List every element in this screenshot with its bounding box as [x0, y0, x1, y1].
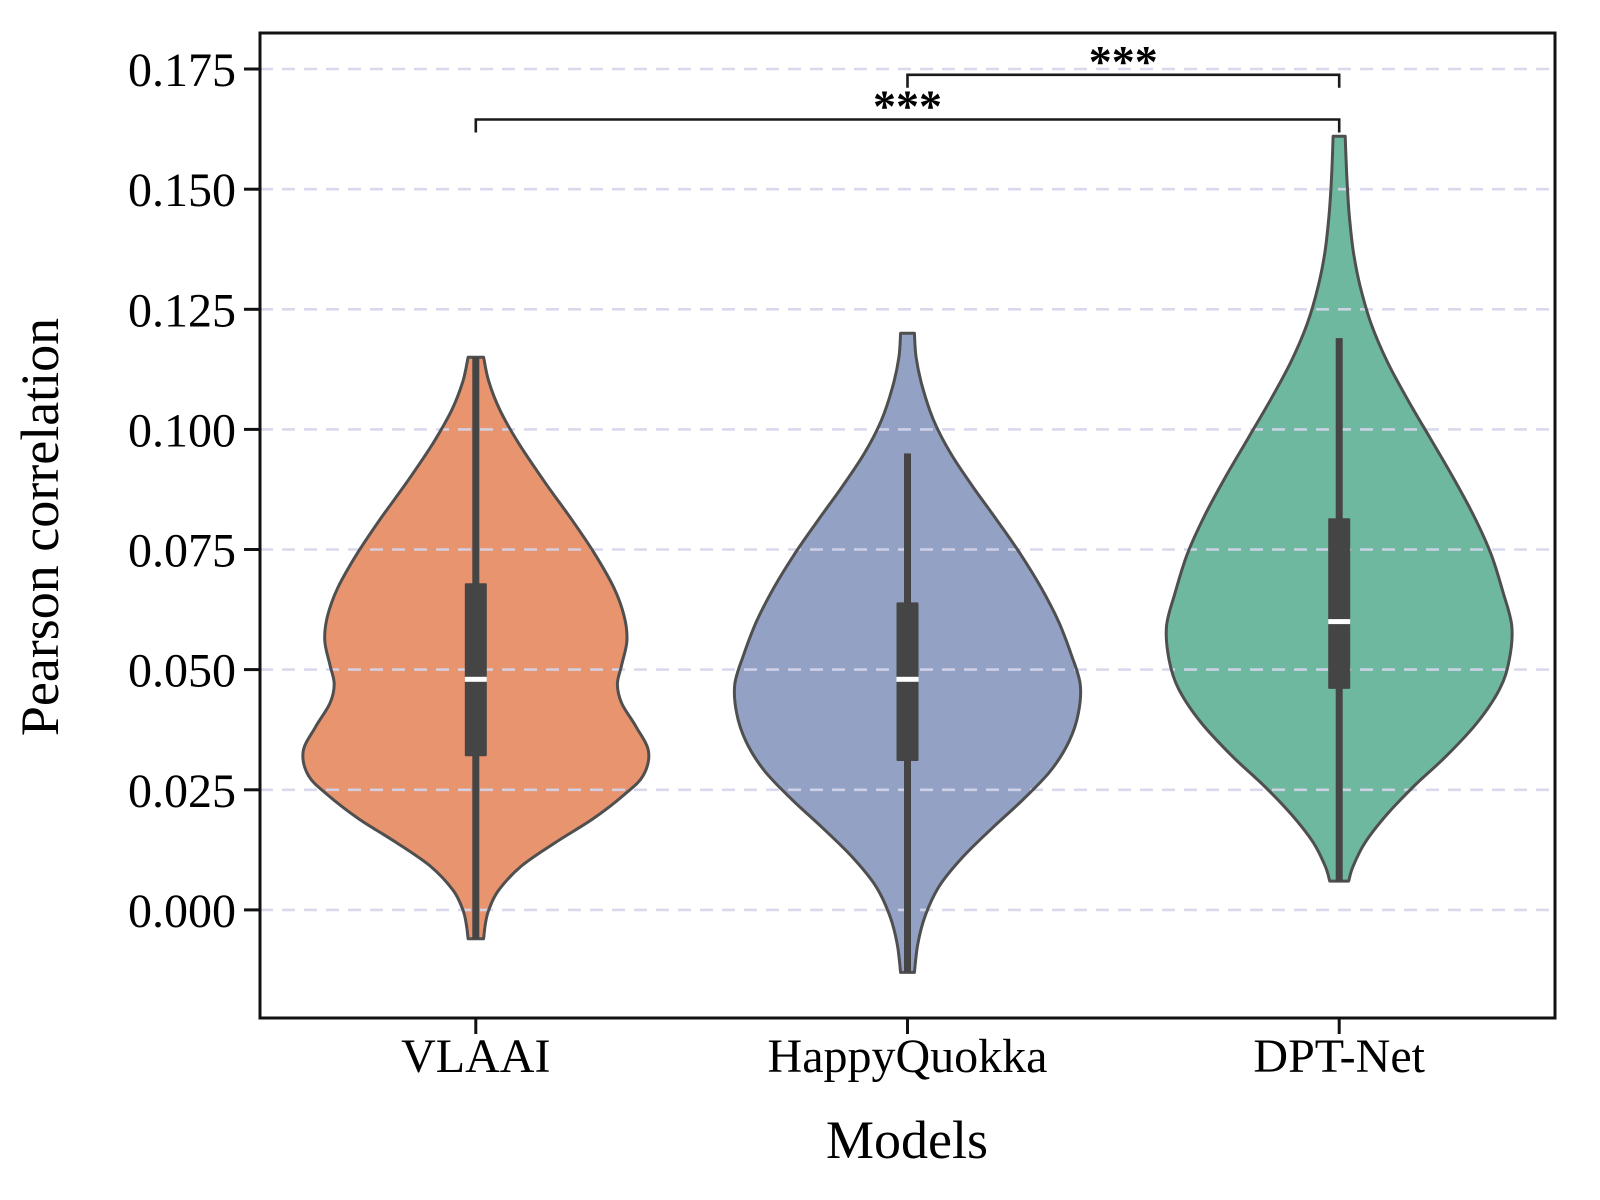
violin-outline-VLAAI — [301, 355, 651, 941]
y-tick-label: 0.025 — [128, 765, 236, 818]
y-tick-label: 0.100 — [128, 404, 236, 457]
iqr-box-DPT-Net — [1328, 518, 1351, 689]
significance-label: *** — [1089, 36, 1158, 87]
x-tick-label-VLAAI: VLAAI — [401, 1030, 550, 1083]
violin-outline-DPT-Net — [1164, 134, 1514, 883]
violin-outline-HappyQuokka — [732, 331, 1083, 974]
y-axis-label: Pearson correlation — [10, 318, 70, 736]
significance-bracket — [906, 73, 1341, 88]
iqr-box-VLAAI — [464, 583, 487, 757]
median-line-DPT-Net — [1328, 619, 1351, 625]
median-line-HappyQuokka — [896, 676, 919, 682]
y-tick-label: 0.050 — [128, 645, 236, 698]
x-axis-label: Models — [826, 1110, 988, 1170]
y-tick-label: 0.150 — [128, 164, 236, 217]
x-tick-label-HappyQuokka: HappyQuokka — [768, 1030, 1048, 1083]
significance-bracket — [474, 118, 1341, 133]
x-tick-label-DPT-Net: DPT-Net — [1253, 1030, 1425, 1083]
significance-label: *** — [873, 81, 942, 132]
y-tick-label: 0.175 — [128, 44, 236, 97]
y-tick-label: 0.000 — [128, 885, 236, 938]
median-line-VLAAI — [464, 676, 487, 682]
y-tick-label: 0.125 — [128, 284, 236, 337]
y-tick-label: 0.075 — [128, 525, 236, 578]
